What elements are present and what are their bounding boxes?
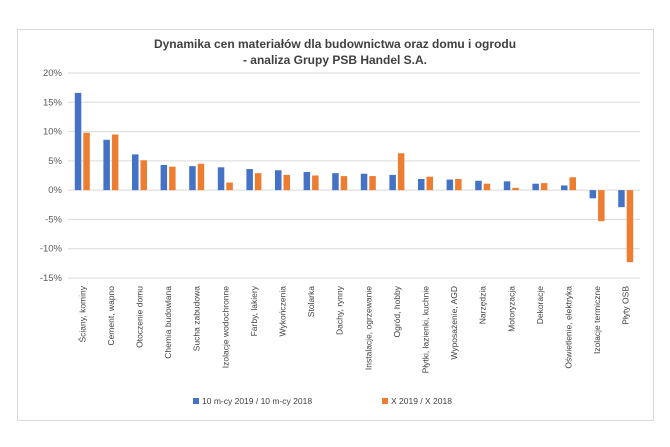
y-tick-label: 10% bbox=[43, 127, 63, 138]
x-category-label: Chemia budowlana bbox=[163, 286, 173, 359]
bar-series-1 bbox=[103, 139, 110, 191]
bar-series-2 bbox=[254, 173, 262, 191]
x-category-label: Wykończenia bbox=[278, 286, 288, 337]
chart-subtitle: - analiza Grupy PSB Handel S.A. bbox=[242, 53, 428, 67]
x-category-label: Płytki, łazienki, kuchnie bbox=[421, 286, 431, 374]
bar-series-2 bbox=[283, 174, 290, 191]
bar-series-1 bbox=[246, 169, 253, 191]
bar-series-2 bbox=[340, 176, 348, 191]
x-category-label: Dekoracje bbox=[535, 286, 545, 325]
bar-series-1 bbox=[561, 185, 568, 191]
bar-series-1 bbox=[589, 190, 597, 199]
bar-series-2 bbox=[397, 153, 405, 191]
bar-series-2 bbox=[169, 166, 176, 191]
bar-series-2 bbox=[455, 179, 462, 191]
bar-series-1 bbox=[74, 92, 82, 191]
bar-series-2 bbox=[598, 190, 605, 222]
bar-series-2 bbox=[512, 187, 519, 191]
x-category-label: Dachy, rynny bbox=[335, 285, 345, 335]
bar-series-1 bbox=[503, 181, 511, 191]
bar-series-1 bbox=[332, 173, 339, 191]
bar-series-1 bbox=[418, 179, 425, 191]
x-category-label: Instalacje, ogrzewanie bbox=[363, 286, 373, 370]
y-tick-label: -5% bbox=[45, 214, 62, 225]
bar-series-1 bbox=[132, 154, 139, 191]
bar-series-2 bbox=[197, 163, 205, 191]
x-category-label: Ściany, kominy bbox=[76, 285, 87, 342]
x-category-label: Ogród, hobby bbox=[392, 285, 402, 337]
bar-series-2 bbox=[540, 183, 548, 191]
x-category-label: Stolarka bbox=[306, 286, 316, 317]
x-category-label: Narzędzia bbox=[478, 286, 488, 325]
legend-label-series-2: X 2019 / X 2018 bbox=[391, 396, 452, 406]
y-tick-label: 15% bbox=[43, 97, 63, 108]
legend-label-series-1: 10 m-cy 2019 / 10 m-cy 2018 bbox=[202, 396, 313, 406]
y-tick-label: -10% bbox=[40, 244, 63, 255]
x-category-label: Oświetlenie, elektryka bbox=[564, 286, 574, 369]
bar-series-2 bbox=[83, 132, 90, 191]
bar-series-2 bbox=[369, 176, 376, 191]
x-category-label: Wyposażenie, AGD bbox=[449, 286, 459, 360]
bar-series-1 bbox=[446, 179, 454, 191]
x-category-label: Cement, wapno bbox=[106, 286, 116, 346]
legend-swatch-series-1 bbox=[193, 398, 199, 404]
legend-item-series-2: X 2019 / X 2018 bbox=[382, 396, 452, 406]
bar-series-1 bbox=[275, 170, 282, 191]
chart-title: Dynamika cen materiałów dla budownictwa … bbox=[153, 37, 517, 51]
x-category-label: Izolacje termiczne bbox=[592, 286, 602, 354]
bar-series-2 bbox=[226, 182, 233, 191]
y-tick-label: 5% bbox=[48, 156, 62, 167]
x-category-label: Sucha zabudowa bbox=[192, 286, 202, 351]
bar-series-1 bbox=[189, 166, 196, 191]
legend-swatch-series-2 bbox=[382, 398, 388, 404]
legend-item-series-1: 10 m-cy 2019 / 10 m-cy 2018 bbox=[193, 396, 312, 406]
bar-series-1 bbox=[160, 164, 168, 191]
bar-series-2 bbox=[569, 177, 576, 191]
bar-series-2 bbox=[626, 190, 634, 263]
bar-series-1 bbox=[303, 171, 311, 191]
chart-frame bbox=[17, 29, 654, 421]
bar-series-1 bbox=[217, 167, 225, 191]
bar-series-2 bbox=[426, 176, 433, 191]
bar-series-2 bbox=[111, 134, 119, 191]
x-category-label: Otoczenie domu bbox=[135, 286, 145, 348]
bar-series-2 bbox=[312, 175, 319, 191]
bar-series-1 bbox=[389, 174, 396, 191]
x-category-label: Motoryzacja bbox=[506, 286, 516, 332]
bar-series-1 bbox=[360, 173, 368, 191]
bar-series-1 bbox=[475, 180, 482, 191]
y-tick-label: 0% bbox=[48, 185, 62, 196]
bar-series-2 bbox=[483, 183, 491, 191]
y-tick-label: -15% bbox=[40, 273, 63, 284]
y-tick-label: 20% bbox=[43, 68, 63, 79]
x-category-label: Izolacje wodochronne bbox=[220, 286, 230, 368]
bar-series-1 bbox=[618, 190, 625, 208]
bar-series-1 bbox=[532, 183, 539, 191]
x-category-label: Farby, lakiery bbox=[249, 285, 259, 336]
bar-series-2 bbox=[140, 160, 147, 191]
x-category-label: Płyty OSB bbox=[621, 286, 631, 325]
